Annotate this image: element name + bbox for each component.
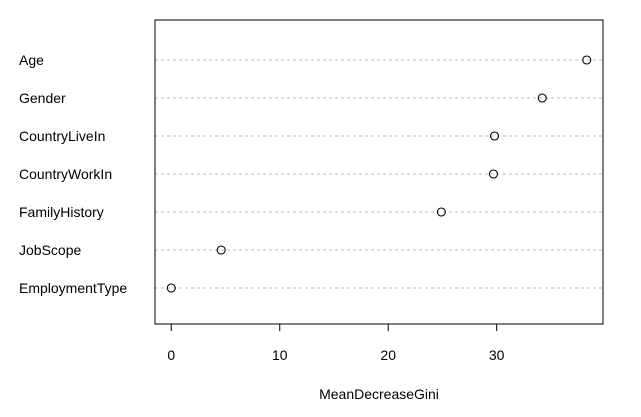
- point-job-scope: [216, 245, 226, 255]
- x-axis-label: MeanDecreaseGini: [319, 386, 439, 402]
- points-layer: [166, 55, 592, 293]
- plot-frame: [154, 19, 604, 325]
- x-tick-label-0: 0: [167, 347, 175, 363]
- x-tick-label-10: 10: [272, 347, 288, 363]
- category-label-country-live-in: CountryLiveIn: [19, 128, 105, 144]
- category-label-job-scope: JobScope: [19, 242, 81, 258]
- category-label-gender: Gender: [19, 90, 66, 106]
- grid-layer: [155, 59, 603, 289]
- point-country-live-in: [489, 131, 500, 141]
- x-axis: 0 10 20 30: [167, 323, 505, 363]
- category-labels: Age Gender CountryLiveIn CountryWorkIn Famil…: [19, 52, 127, 296]
- x-tick-label-20: 20: [380, 347, 396, 363]
- category-label-country-work-in: CountryWorkIn: [19, 166, 112, 182]
- point-age: [582, 55, 592, 65]
- point-country-work-in: [488, 169, 498, 179]
- category-label-employment-type: EmploymentType: [19, 280, 127, 296]
- x-tick-label-30: 30: [489, 347, 505, 363]
- category-label-age: Age: [19, 52, 44, 68]
- point-gender: [537, 93, 547, 103]
- point-family-history: [436, 207, 446, 217]
- point-employment-type: [166, 283, 176, 293]
- category-label-family-history: FamilyHistory: [19, 204, 104, 220]
